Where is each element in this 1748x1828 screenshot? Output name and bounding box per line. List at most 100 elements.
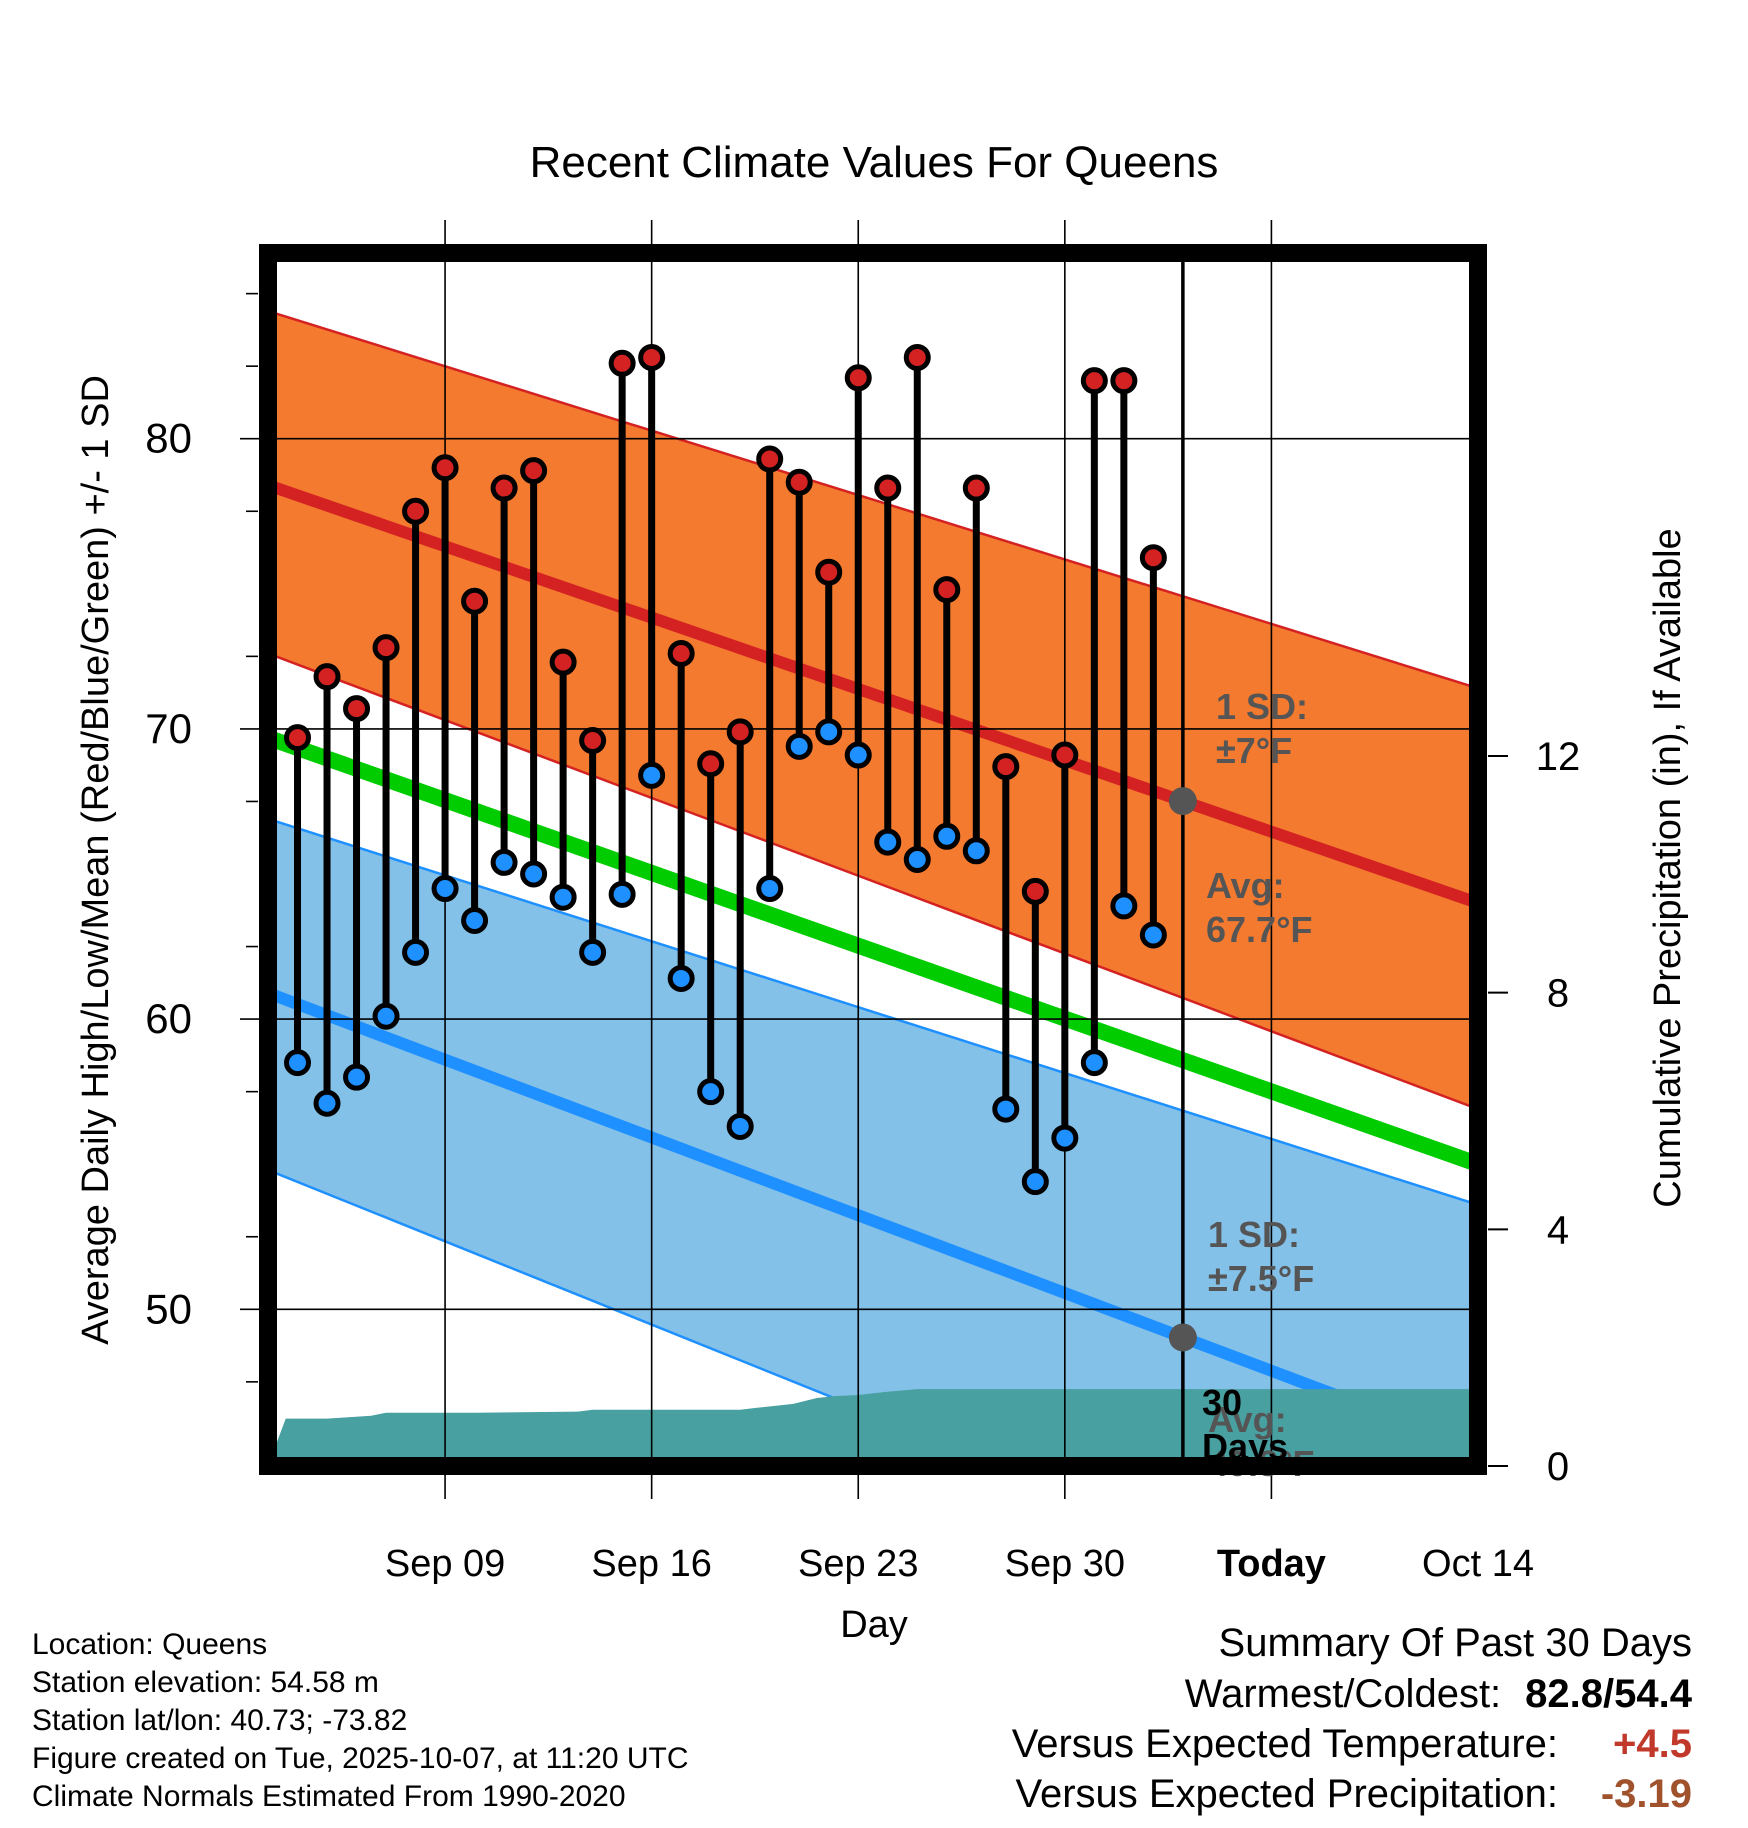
- low-sd-upper-line: [268, 817, 1478, 1207]
- temp-value: +4.5: [1613, 1722, 1692, 1766]
- daily-high-point: [756, 445, 784, 473]
- daily-high-point: [874, 474, 902, 502]
- daily-high-point: [520, 457, 548, 485]
- daily-high-point: [343, 695, 371, 723]
- daily-high-point: [608, 349, 636, 377]
- low-sd-annotation: 1 SD:: [1208, 1214, 1300, 1255]
- daily-low-point: [785, 732, 813, 760]
- daily-low-point: [284, 1049, 312, 1077]
- location-text: Location: Queens: [32, 1628, 268, 1661]
- daily-high-point: [815, 558, 843, 586]
- created-text: Figure created on Tue, 2025-10-07, at 11…: [32, 1742, 689, 1775]
- daily-low-point: [874, 828, 902, 856]
- daily-low-point: [1139, 921, 1167, 949]
- y2-tick-label: 4: [1547, 1208, 1569, 1252]
- daily-high-point: [697, 750, 725, 778]
- daily-low-point: [1051, 1124, 1079, 1152]
- low-sd-band: [268, 818, 1478, 1466]
- today-high-marker: [1168, 787, 1197, 816]
- warm-cold-value: 82.8/54.4: [1525, 1672, 1692, 1716]
- high-sd-annotation: ±7°F: [1216, 730, 1292, 771]
- daily-high-point: [844, 364, 872, 392]
- high-sd-band: [268, 311, 1478, 1110]
- normal-mean-line: [268, 730, 1478, 1172]
- precip-area: [268, 1389, 1478, 1466]
- daily-low-point: [1021, 1168, 1049, 1196]
- summary-precip: Versus Expected Precipitation: -3.19: [1015, 1772, 1692, 1817]
- daily-high-point: [313, 663, 341, 691]
- daily-low-point: [549, 883, 577, 911]
- daily-low-point: [638, 761, 666, 789]
- daily-high-point: [726, 718, 754, 746]
- daily-high-point: [1080, 367, 1108, 395]
- daily-low-point: [490, 848, 518, 876]
- daily-high-point: [402, 497, 430, 525]
- daily-low-point: [756, 875, 784, 903]
- latlon-text: Station lat/lon: 40.73; -73.82: [32, 1704, 408, 1737]
- precip-label: Versus Expected Precipitation:: [1015, 1772, 1558, 1816]
- y-tick-label: 70: [145, 705, 192, 752]
- daily-high-point: [785, 468, 813, 496]
- y-tick-label: 60: [145, 995, 192, 1042]
- precip-days-annotation: 30: [1202, 1382, 1242, 1423]
- daily-high-point: [431, 454, 459, 482]
- daily-low-point: [726, 1112, 754, 1140]
- daily-low-point: [903, 846, 931, 873]
- x-axis-label: Day: [840, 1604, 908, 1646]
- high-avg-annotation: Avg:: [1206, 865, 1285, 906]
- daily-low-point: [520, 860, 548, 888]
- daily-low-point: [962, 837, 990, 865]
- daily-low-point: [933, 822, 961, 850]
- daily-high-point: [992, 753, 1020, 781]
- normals-text: Climate Normals Estimated From 1990-2020: [32, 1780, 626, 1813]
- today-low-marker: [1168, 1323, 1197, 1352]
- daily-low-point: [431, 875, 459, 903]
- daily-low-point: [697, 1078, 725, 1106]
- daily-low-point: [313, 1089, 341, 1117]
- x-tick-label: Sep 30: [1005, 1543, 1125, 1585]
- daily-low-point: [343, 1063, 371, 1091]
- daily-high-point: [1051, 741, 1079, 769]
- daily-low-point: [608, 880, 636, 908]
- daily-high-point: [1021, 877, 1049, 905]
- daily-high-point: [579, 727, 607, 755]
- daily-high-point: [933, 576, 961, 604]
- low-sd-annotation: ±7.5°F: [1208, 1258, 1314, 1299]
- daily-low-point: [402, 938, 430, 966]
- plot-frame: [259, 244, 1487, 1475]
- normal-low-line: [268, 987, 1478, 1455]
- daily-low-point: [372, 1002, 400, 1030]
- precip-value: -3.19: [1600, 1772, 1692, 1816]
- daily-low-point: [461, 906, 489, 934]
- x-tick-label: Sep 16: [591, 1543, 711, 1585]
- temp-label: Versus Expected Temperature:: [1011, 1722, 1558, 1766]
- summary-warm-cold: Warmest/Coldest: 82.8/54.4: [1185, 1672, 1692, 1717]
- x-tick-label: Sep 23: [798, 1543, 918, 1585]
- daily-high-point: [372, 634, 400, 662]
- y2-tick-label: 8: [1547, 972, 1569, 1016]
- normal-high-line: [268, 479, 1478, 909]
- station-info: Location: Queens Station elevation: 54.5…: [32, 1626, 689, 1816]
- summary-heading: Summary Of Past 30 Days: [1218, 1621, 1692, 1665]
- x-tick-label: Sep 09: [385, 1543, 505, 1585]
- x-tick-label: Today: [1217, 1543, 1326, 1585]
- daily-low-point: [1110, 892, 1138, 920]
- plot-clip-group: [268, 309, 1478, 1466]
- daily-low-point: [579, 938, 607, 966]
- high-sd-upper-line: [268, 309, 1478, 690]
- daily-high-point: [903, 343, 931, 371]
- y2-tick-label: 12: [1536, 735, 1581, 779]
- daily-high-point: [461, 587, 489, 615]
- daily-low-point: [992, 1095, 1020, 1123]
- y2-axis-label: Cumulative Precipitation (in), If Availa…: [1647, 528, 1689, 1207]
- y2-tick-label: 0: [1547, 1445, 1569, 1489]
- high-sd-annotation: 1 SD:: [1216, 686, 1308, 727]
- daily-high-point: [1139, 544, 1167, 572]
- x-tick-label: Oct 14: [1422, 1543, 1534, 1585]
- daily-high-point: [667, 639, 695, 667]
- chart-title: Recent Climate Values For Queens: [530, 138, 1219, 187]
- elevation-text: Station elevation: 54.58 m: [32, 1666, 379, 1699]
- y-tick-label: 80: [145, 415, 192, 462]
